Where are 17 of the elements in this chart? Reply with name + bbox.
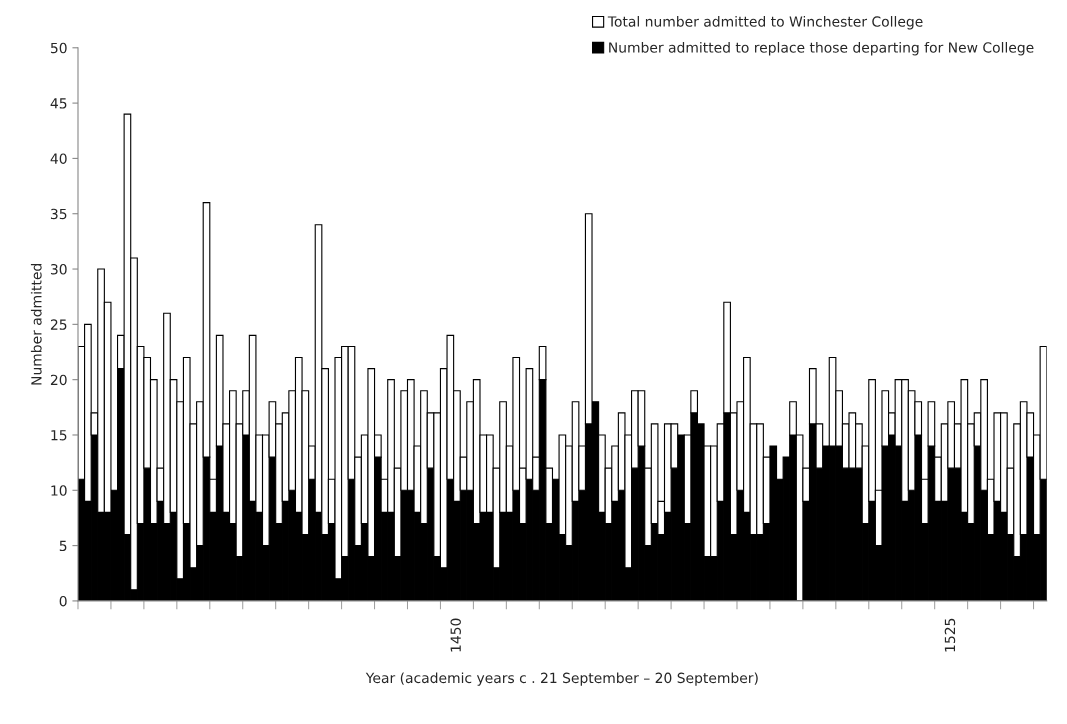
x-axis-title: Year (academic years c . 21 September – 20 September) [365,672,758,686]
y-tick-label: 45 [50,98,67,109]
x-tick-label: 1450 [450,618,461,652]
y-tick-label: 30 [50,264,67,275]
y-tick-label: 15 [51,430,67,441]
legend-label: Number admitted to replace those departing for New College [609,41,1034,56]
y-tick-label: 25 [50,319,67,330]
y-tick-label: 0 [59,595,67,607]
y-tick-label: 5 [59,540,67,552]
y-tick-label: 35 [50,208,67,220]
legend-label: Total number admitted to Winchester College [607,16,923,30]
y-tick-label: 20 [50,374,67,386]
y-tick-label: 50 [50,42,67,54]
y-tick-label: 10 [51,485,67,496]
y-axis-title: Number admitted [30,264,42,385]
y-tick-label: 40 [50,153,67,164]
x-tick-label: 1525 [944,618,956,652]
